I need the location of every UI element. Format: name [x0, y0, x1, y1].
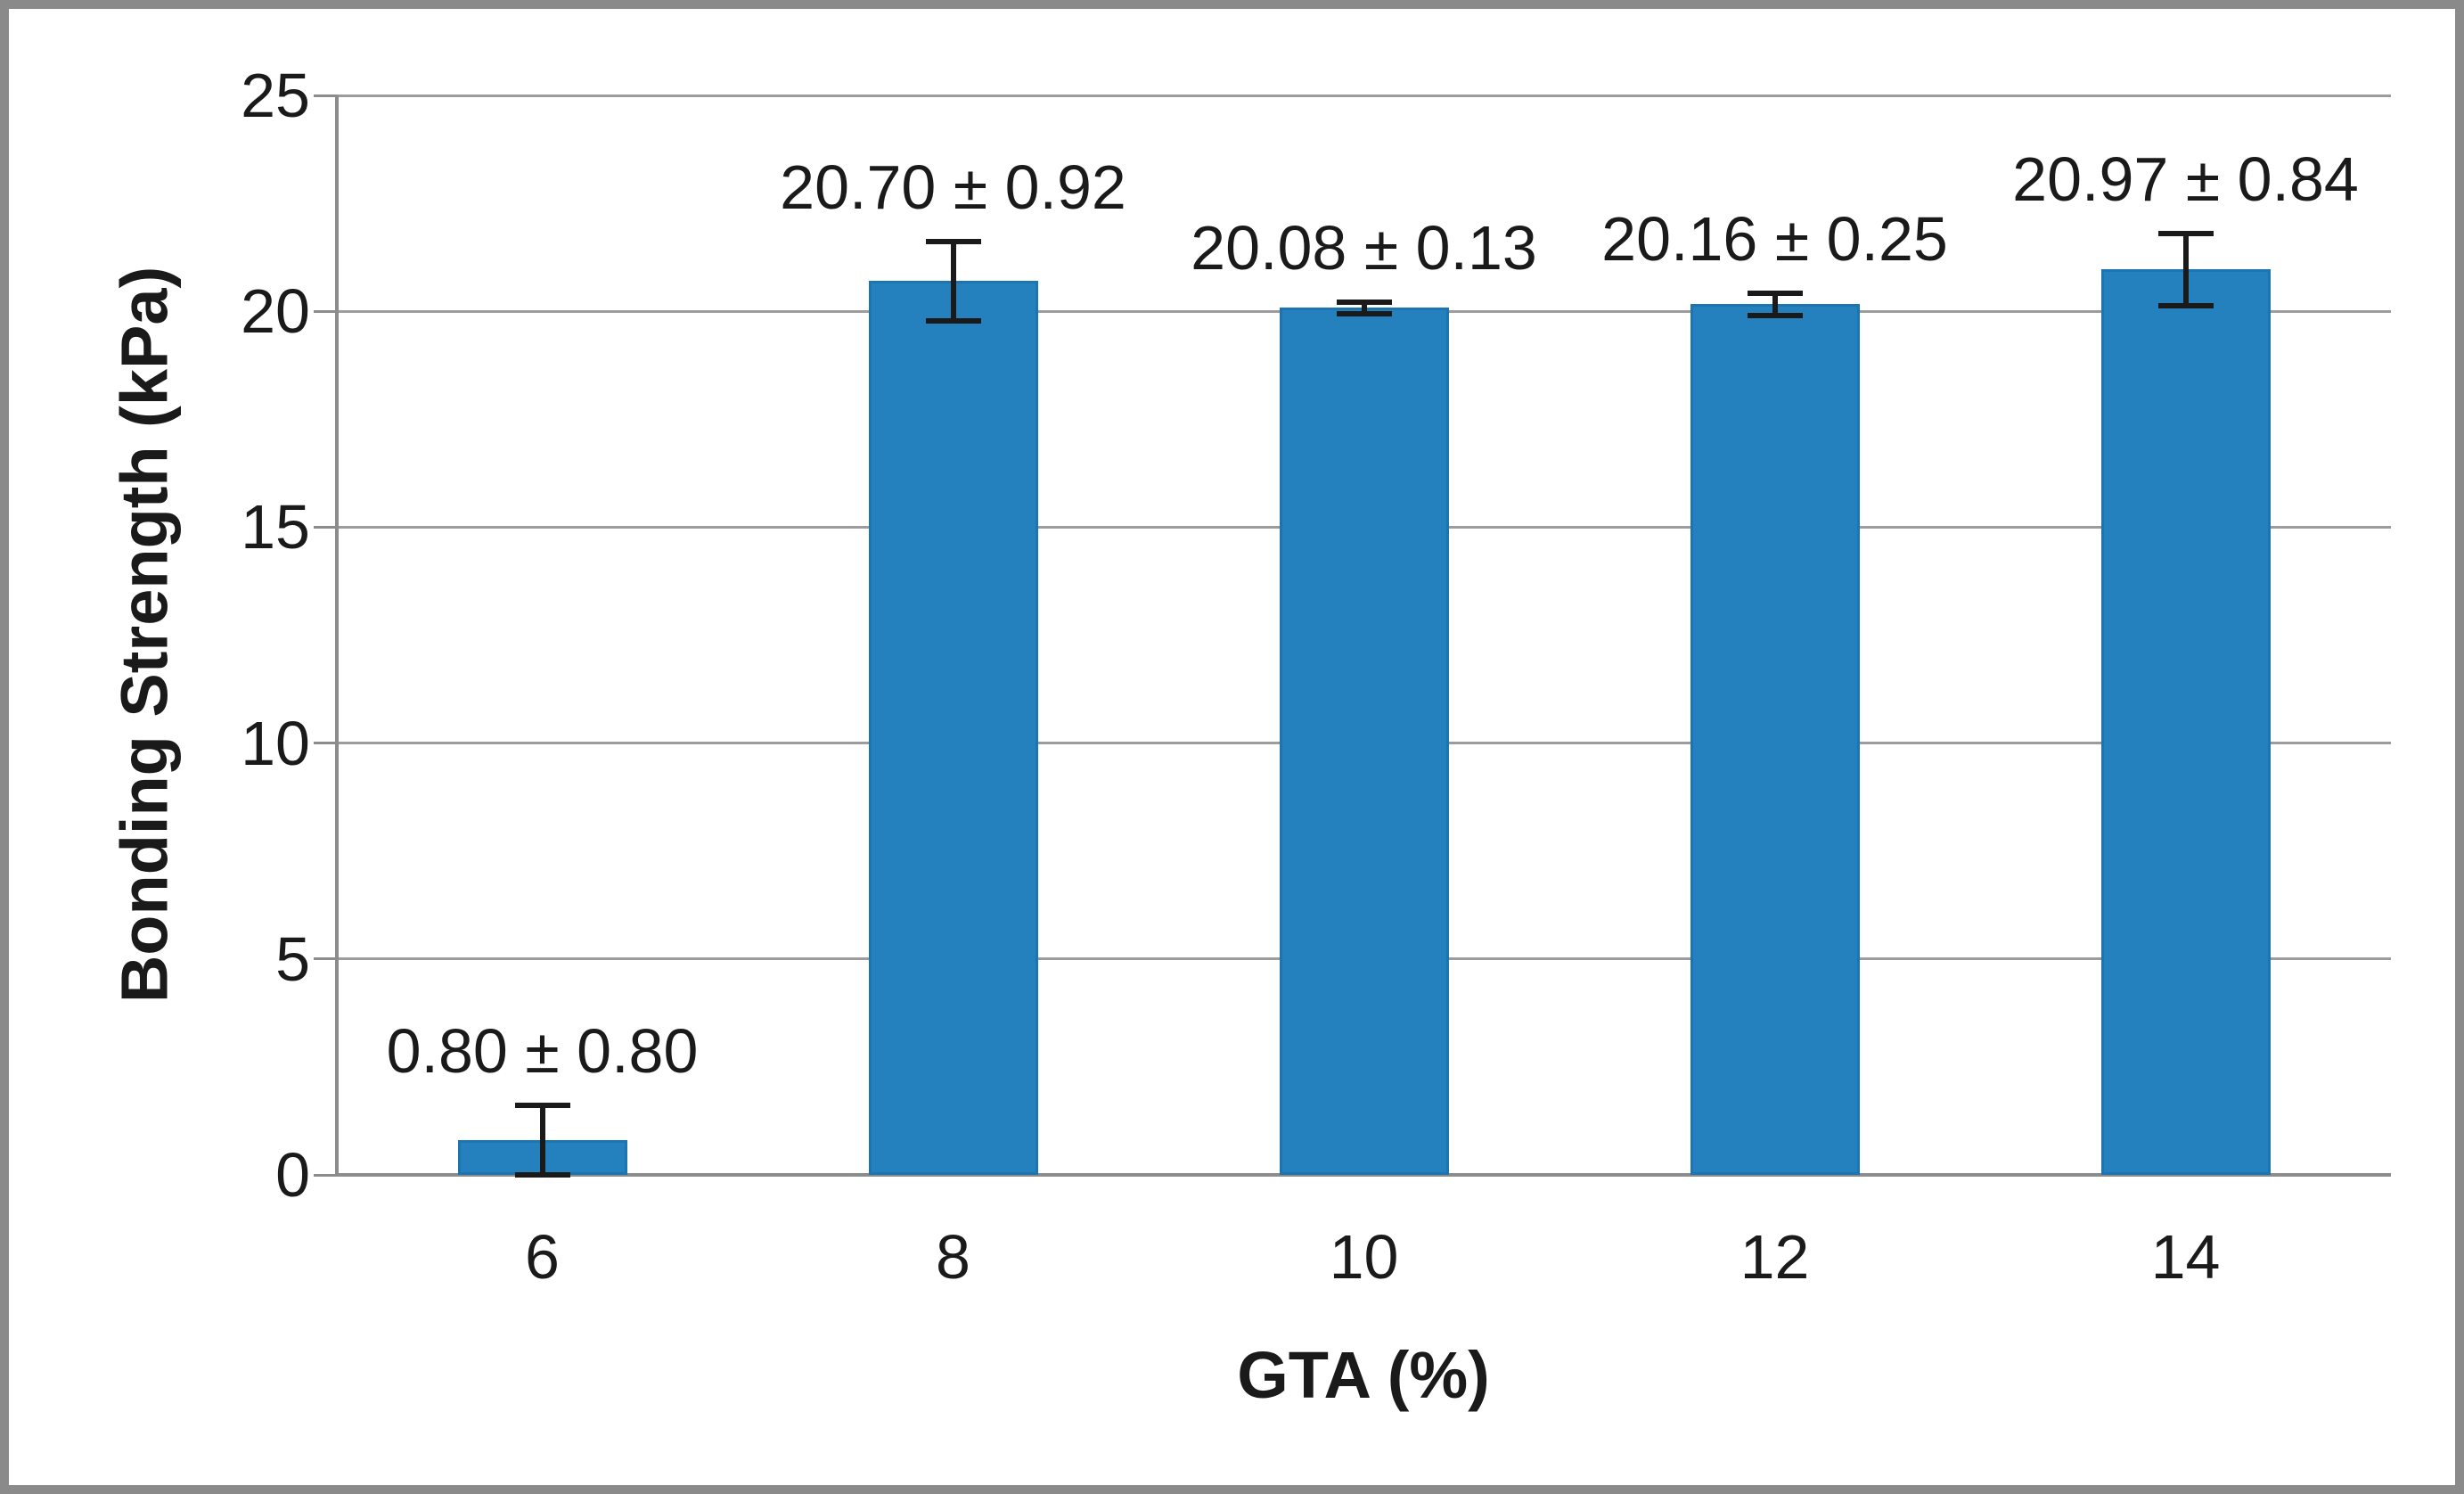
error-bar-cap-bottom — [925, 317, 981, 324]
y-tick-mark — [314, 525, 337, 529]
bar-value-label: 0.80 ± 0.80 — [386, 1016, 699, 1087]
error-bar-cap-top — [1336, 300, 1392, 306]
error-bar-cap-top — [925, 238, 981, 244]
error-bar-cap-bottom — [1747, 312, 1803, 318]
x-tick-label: 8 — [936, 1222, 970, 1292]
bar — [1690, 304, 1860, 1175]
error-bar-line — [950, 241, 956, 321]
y-tick-label: 25 — [241, 61, 310, 130]
y-tick-label: 20 — [241, 276, 310, 347]
bar — [1279, 308, 1449, 1175]
bar-value-label: 20.08 ± 0.13 — [1191, 213, 1537, 283]
bar-value-label: 20.97 ± 0.84 — [2012, 144, 2359, 214]
x-tick-label: 6 — [525, 1222, 560, 1292]
error-bar-line — [2182, 233, 2189, 306]
error-bar-cap-top — [514, 1103, 570, 1109]
y-tick-label: 15 — [241, 492, 310, 562]
error-bar-cap-bottom — [514, 1172, 570, 1178]
error-bar-cap-top — [1747, 291, 1803, 297]
y-tick-mark — [314, 94, 337, 97]
bar-value-label: 20.70 ± 0.92 — [780, 152, 1126, 222]
y-tick-label: 10 — [241, 708, 310, 778]
x-axis-line — [335, 1173, 2391, 1177]
y-tick-mark — [314, 1173, 337, 1177]
bar — [868, 281, 1038, 1175]
bar — [2100, 269, 2271, 1175]
x-tick-label: 12 — [1740, 1222, 1810, 1292]
error-bar-cap-top — [2157, 230, 2214, 236]
y-tick-mark — [314, 309, 337, 313]
y-axis-line — [335, 95, 339, 1177]
y-tick-label: 0 — [275, 1140, 310, 1210]
y-tick-mark — [314, 957, 337, 961]
x-axis-title: GTA (%) — [1237, 1338, 1490, 1412]
error-bar-line — [1361, 302, 1367, 314]
error-bar-line — [539, 1105, 545, 1175]
bar-value-label: 20.16 ± 0.25 — [1601, 204, 1948, 275]
x-tick-label: 14 — [2150, 1222, 2221, 1292]
gridline — [337, 94, 2391, 97]
error-bar-cap-bottom — [1336, 310, 1392, 316]
y-tick-mark — [314, 742, 337, 745]
x-tick-label: 10 — [1329, 1222, 1399, 1292]
y-axis-title: Bonding Strength (kPa) — [107, 266, 182, 1004]
error-bar-line — [1772, 293, 1778, 316]
y-tick-label: 5 — [275, 923, 310, 994]
error-bar-cap-bottom — [2157, 302, 2214, 308]
